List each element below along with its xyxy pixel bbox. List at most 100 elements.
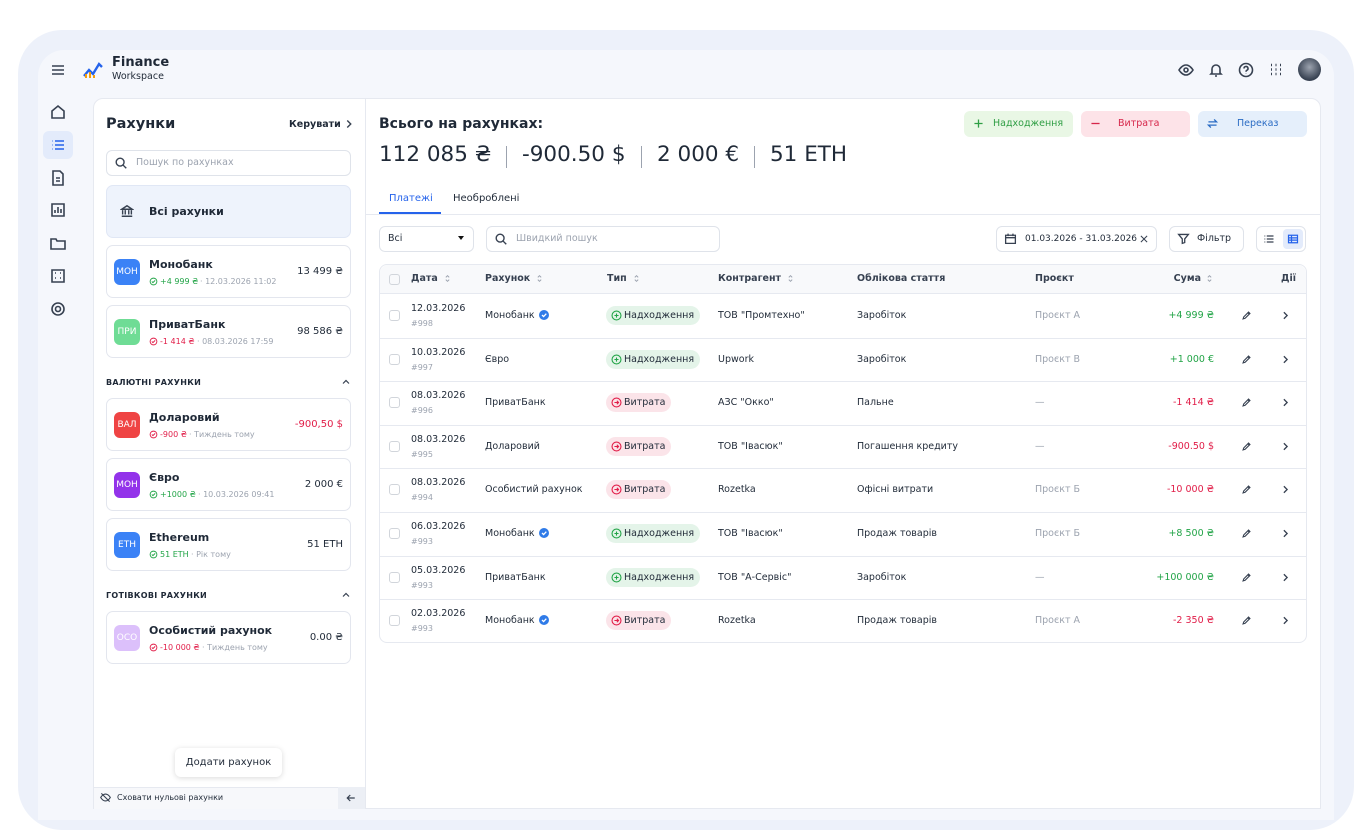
checkbox[interactable] xyxy=(389,571,400,583)
add-account-button[interactable]: Додати рахунок xyxy=(175,748,282,777)
row-chevron[interactable] xyxy=(1279,614,1292,627)
row-counterparty: Rozetka xyxy=(718,615,756,627)
edit-icon[interactable] xyxy=(1241,397,1252,408)
account-card[interactable] xyxy=(106,518,351,571)
checkbox[interactable] xyxy=(389,397,400,409)
row-article: Офісні витрати xyxy=(857,484,934,496)
filter-button[interactable] xyxy=(1169,226,1244,252)
hide-zero[interactable]: Сховати нульові рахунки xyxy=(117,793,224,802)
hide-icon[interactable] xyxy=(100,792,111,803)
edit-icon[interactable] xyxy=(1241,528,1252,539)
row-chevron[interactable] xyxy=(1279,483,1292,496)
row-account: Особистий рахунок xyxy=(485,484,583,496)
filter-icon xyxy=(1177,232,1190,245)
edit-icon[interactable] xyxy=(1241,354,1252,365)
account-name: Особистий рахунок xyxy=(149,624,273,637)
table-view[interactable] xyxy=(1283,229,1303,249)
button-label[interactable]: Витрата xyxy=(1118,118,1160,129)
account-card[interactable] xyxy=(106,305,351,358)
total-value: 2 000 € xyxy=(657,142,740,167)
menu-icon[interactable] xyxy=(50,62,66,78)
button-icon xyxy=(1089,117,1102,130)
row-counterparty: ТОВ "Івасюк" xyxy=(718,528,783,539)
account-card[interactable] xyxy=(106,398,351,451)
type-pill: Надходження xyxy=(606,524,701,543)
account-badge: МОН xyxy=(114,259,140,285)
change-icon xyxy=(149,277,158,286)
type-label: Надходження xyxy=(624,528,695,539)
row-chevron[interactable] xyxy=(1279,440,1292,453)
account-card[interactable] xyxy=(106,245,351,298)
checkbox[interactable] xyxy=(389,528,400,539)
edit-icon[interactable] xyxy=(1241,484,1252,495)
checkbox[interactable] xyxy=(389,440,400,452)
date-range-box[interactable] xyxy=(996,226,1157,252)
checkbox[interactable] xyxy=(389,353,400,365)
filter-label[interactable]: Фільтр xyxy=(1197,233,1232,244)
account-badge: ОСО xyxy=(114,625,140,651)
account-card[interactable] xyxy=(106,458,351,511)
help-icon[interactable] xyxy=(1238,62,1254,78)
column-header[interactable]: Тип xyxy=(607,273,627,284)
all-accounts-card[interactable] xyxy=(106,185,351,238)
tab-underline xyxy=(379,212,441,214)
checkbox[interactable] xyxy=(389,310,400,321)
type-icon xyxy=(611,441,622,452)
nav-icon[interactable] xyxy=(50,104,66,120)
collapse-icon[interactable] xyxy=(340,376,352,388)
collapse-icon[interactable] xyxy=(340,589,352,601)
edit-icon[interactable] xyxy=(1241,572,1252,583)
verified-icon xyxy=(539,528,549,538)
row-amount: +8 500 ₴ xyxy=(1168,528,1214,539)
row-border xyxy=(380,424,1306,426)
nav-icon[interactable] xyxy=(50,301,66,317)
manage-link[interactable]: Керувати xyxy=(289,119,341,130)
column-header[interactable]: Рахунок xyxy=(485,273,531,284)
change-icon xyxy=(149,643,158,652)
avatar[interactable] xyxy=(1298,58,1321,81)
type-icon xyxy=(611,310,622,321)
account-search[interactable] xyxy=(106,150,351,176)
row-counterparty: ТОВ "Івасюк" xyxy=(718,440,783,452)
column-header[interactable]: Сума xyxy=(1173,273,1201,284)
date-range: 01.03.2026 - 31.03.2026 xyxy=(1025,234,1138,244)
list-view[interactable] xyxy=(1263,233,1275,245)
nav-icon[interactable] xyxy=(50,235,66,251)
bell-icon[interactable] xyxy=(1208,62,1224,78)
apps-icon[interactable] xyxy=(1268,62,1284,78)
button-label[interactable]: Переказ xyxy=(1237,118,1279,129)
nav-icon[interactable] xyxy=(50,137,66,153)
nav-icon[interactable] xyxy=(50,202,66,218)
type-pill: Надходження xyxy=(606,306,701,325)
nav-icon[interactable] xyxy=(50,169,66,186)
checkbox[interactable] xyxy=(389,484,400,496)
quick-search[interactable] xyxy=(486,226,720,252)
edit-icon[interactable] xyxy=(1241,310,1252,321)
quick-search-placeholder: Швидкий пошук xyxy=(516,233,598,244)
account-card[interactable] xyxy=(106,611,351,664)
edit-icon[interactable] xyxy=(1241,441,1252,452)
checkbox[interactable] xyxy=(389,274,400,285)
tab[interactable]: Необроблені xyxy=(453,193,520,204)
row-chevron[interactable] xyxy=(1279,309,1292,322)
dropdown-arrow xyxy=(458,236,464,240)
tab[interactable]: Платежі xyxy=(389,193,433,204)
row-chevron[interactable] xyxy=(1279,396,1292,409)
column-header[interactable]: Контрагент xyxy=(718,273,782,284)
nav-icon[interactable] xyxy=(50,268,66,284)
collapse-button[interactable] xyxy=(338,787,365,809)
filter-select-label: Всі xyxy=(388,233,403,244)
table-row[interactable] xyxy=(380,338,1306,382)
clear-icon[interactable] xyxy=(1139,234,1149,244)
action-button[interactable] xyxy=(1198,111,1307,137)
row-chevron[interactable] xyxy=(1279,527,1292,540)
edit-icon[interactable] xyxy=(1241,615,1252,626)
row-account: Євро xyxy=(485,353,510,365)
total-value: 51 ETH xyxy=(770,142,848,167)
checkbox[interactable] xyxy=(389,615,400,627)
eye-icon[interactable] xyxy=(1178,62,1194,78)
row-chevron[interactable] xyxy=(1279,353,1292,366)
column-header[interactable]: Дата xyxy=(411,273,438,284)
row-chevron[interactable] xyxy=(1279,571,1292,584)
button-label[interactable]: Надходження xyxy=(993,118,1064,129)
